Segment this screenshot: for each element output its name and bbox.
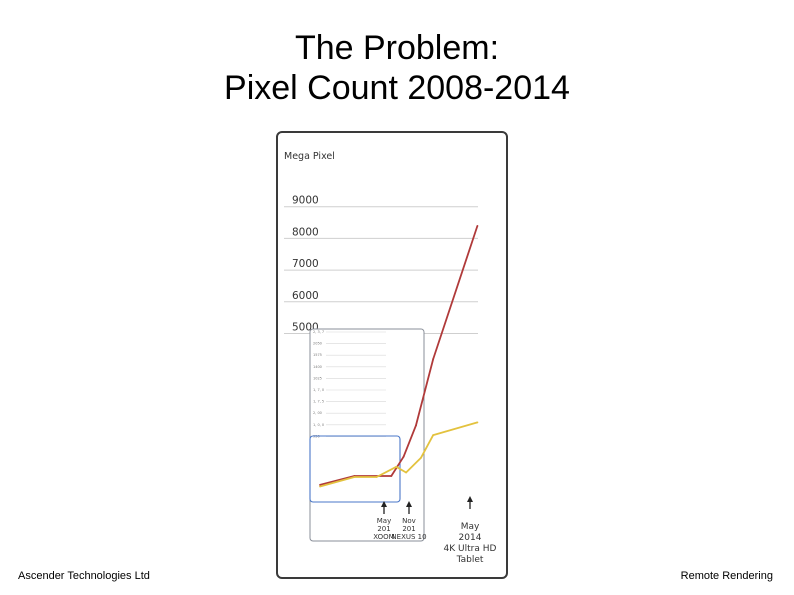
series-layer [319, 224, 479, 488]
inset-tick-3: 1400 [313, 365, 322, 369]
series-0-point-2 [390, 475, 393, 477]
grid-layer [284, 206, 478, 334]
series-0-point-4 [415, 424, 417, 427]
series-1-point-2 [375, 476, 378, 478]
series-0-point-0 [319, 483, 321, 486]
series-1-point-4 [405, 471, 407, 474]
inset-tick-7: 2, 00 [313, 411, 322, 415]
series-1-point-3 [395, 465, 398, 468]
footer-company: Ascender Technologies Ltd [18, 570, 150, 582]
inset-tick-0: 2, 3, 7 [313, 330, 324, 334]
annotation-0-line-2: XOOM [373, 533, 394, 541]
slide-title: The Problem: Pixel Count 2008-2014 [0, 28, 794, 108]
y-tick-8000: 8000 [292, 226, 319, 238]
series-line-1 [319, 421, 478, 488]
series-1-point-6 [432, 434, 435, 437]
inset-tick-6: 1, 7, 5 [313, 400, 324, 404]
annotation-1-line-0: Nov [402, 517, 416, 525]
y-tick-9000: 9000 [292, 195, 319, 207]
series-1-point-0 [319, 485, 321, 488]
inset-tick-labels: 2, 3, 7 2050 1575 1400 1025 1, 7, 0 1, 7, 5 2, … [313, 330, 386, 438]
title-line-1: The Problem: [294, 29, 500, 67]
annotation-2-line-3: Tablet [456, 555, 484, 565]
annotation-arrow-head-1 [406, 501, 412, 507]
series-0-point-6 [476, 224, 479, 227]
footer-topic: Remote Rendering [680, 570, 773, 582]
inset-tick-1: 2050 [313, 342, 322, 346]
annotation-2-line-1: 2014 [459, 533, 482, 543]
inset-zoom-panel [309, 328, 425, 542]
inset-tick-4: 1025 [313, 376, 322, 380]
annotation-1-line-2: NEXUS 10 [391, 533, 426, 541]
inset-tick-8: 1, 0, 0 [313, 423, 324, 427]
inset-tick-5: 1, 7, 0 [313, 388, 324, 392]
annotation-1-line-1: 201 [402, 525, 415, 533]
annotation-0-line-1: 201 [377, 525, 390, 533]
annotation-0-line-0: May [377, 517, 391, 525]
series-0-point-5 [432, 358, 435, 360]
y-axis-label: Mega Pixel [284, 151, 335, 162]
series-1-point-5 [419, 457, 422, 459]
title-line-2: Pixel Count 2008-2014 [224, 69, 570, 107]
inset-tick-2: 1575 [313, 353, 322, 357]
series-0-point-3 [402, 455, 405, 458]
y-tick-6000: 6000 [292, 290, 319, 302]
annotation-arrow-head-2 [467, 496, 473, 502]
y-tick-7000: 7000 [292, 258, 319, 270]
annotation-arrow-head-0 [381, 501, 387, 507]
series-1-point-1 [353, 476, 356, 478]
annotation-2-line-0: May [461, 522, 480, 532]
annotation-2-line-2: 4K Ultra HD [444, 544, 497, 554]
series-1-point-7 [476, 421, 479, 424]
